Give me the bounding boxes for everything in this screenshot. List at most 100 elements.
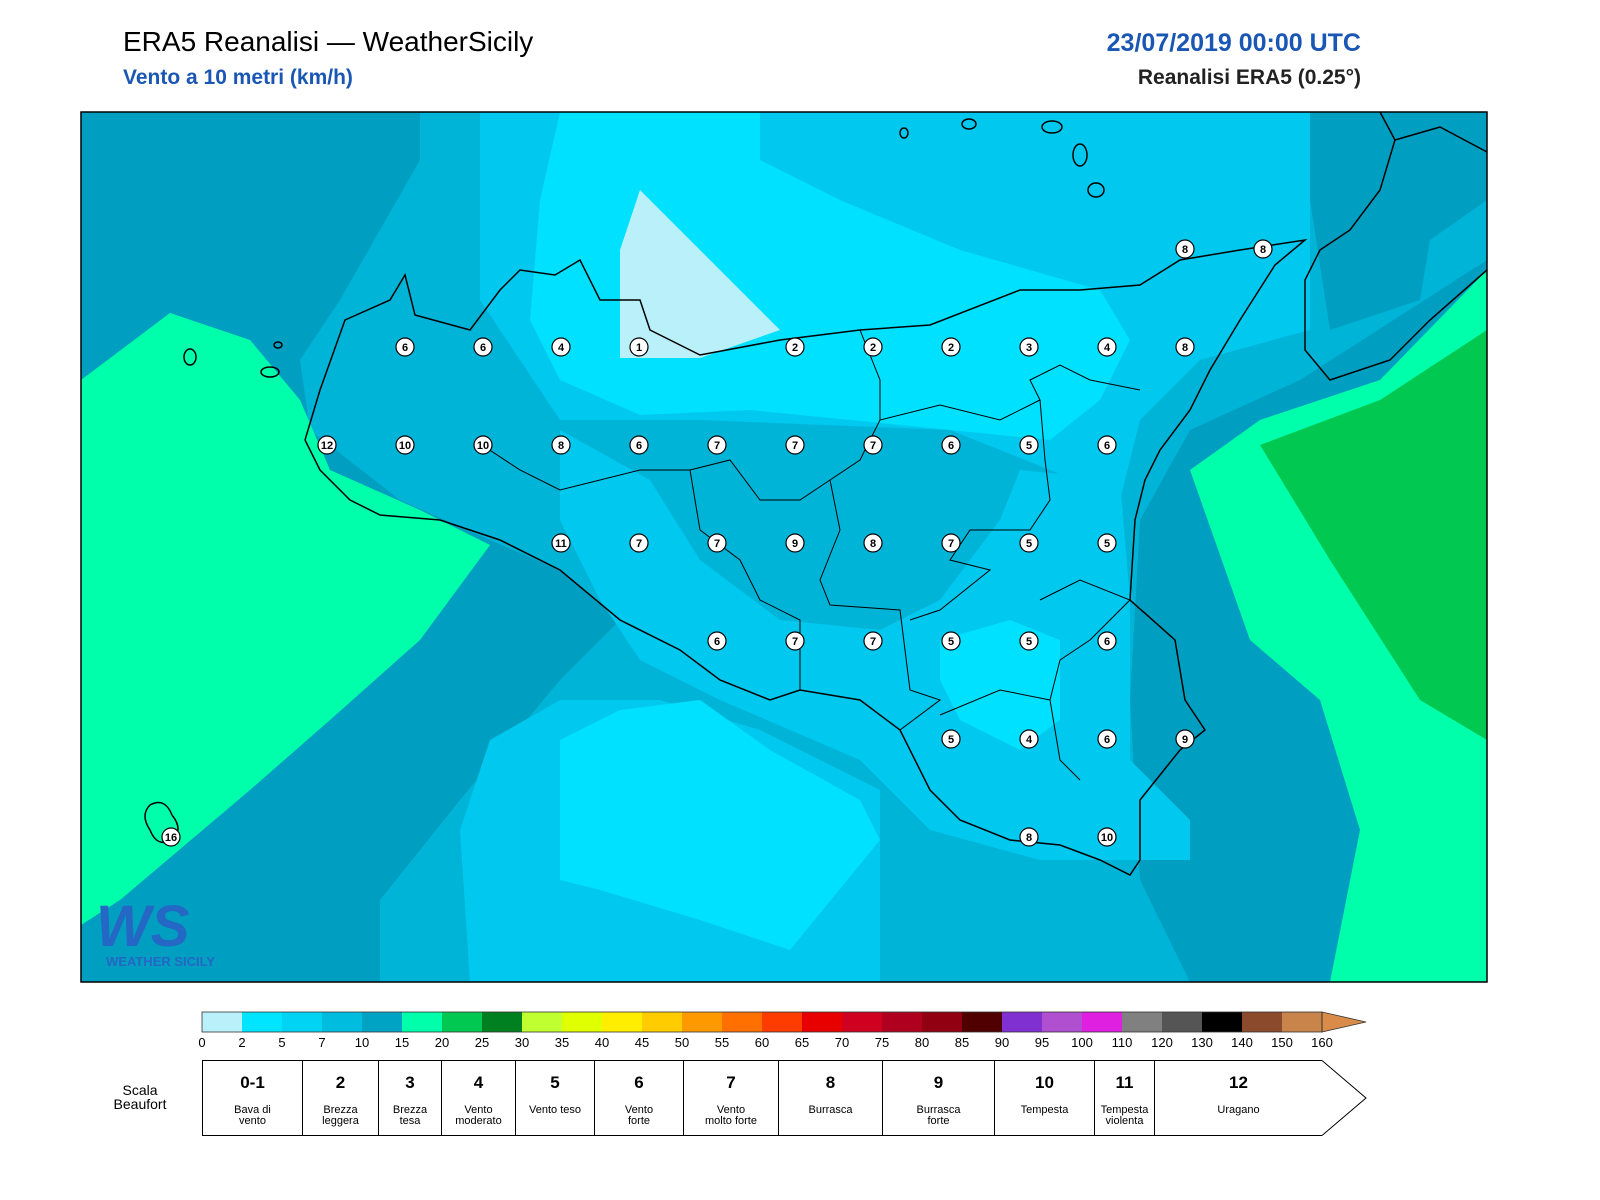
station-value: 3 bbox=[1026, 342, 1032, 354]
colorbar-cell bbox=[1282, 1012, 1322, 1032]
station-marker bbox=[629, 435, 649, 455]
station-marker bbox=[1019, 533, 1039, 553]
station-value: 4 bbox=[558, 342, 565, 354]
station-value: 9 bbox=[792, 538, 798, 550]
map-frame bbox=[80, 111, 1488, 983]
station-marker bbox=[1097, 337, 1117, 357]
station-value: 6 bbox=[480, 342, 486, 354]
colorbar-tick-label: 0 bbox=[198, 1035, 205, 1050]
beaufort-name: Uragano bbox=[1217, 1104, 1260, 1116]
station-marker bbox=[1097, 435, 1117, 455]
station-value: 6 bbox=[948, 440, 954, 452]
colorbar-extend bbox=[1321, 1011, 1367, 1033]
colorbar-cell bbox=[562, 1012, 602, 1032]
station-marker bbox=[629, 337, 649, 357]
station-marker bbox=[1097, 631, 1117, 651]
station-value: 6 bbox=[714, 636, 720, 648]
colorbar-tick-label: 20 bbox=[435, 1035, 449, 1050]
colorbar-tick-label: 50 bbox=[675, 1035, 689, 1050]
station-marker bbox=[1097, 533, 1117, 553]
colorbar-tick-label: 15 bbox=[395, 1035, 409, 1050]
station-marker bbox=[395, 435, 415, 455]
beaufort-cell: 2 Brezza leggera bbox=[302, 1060, 378, 1136]
station-marker bbox=[941, 729, 961, 749]
beaufort-force: 7 bbox=[726, 1073, 736, 1092]
station-marker bbox=[395, 337, 415, 357]
colorbar-cell bbox=[402, 1012, 442, 1032]
beaufort-force: 0-1 bbox=[240, 1073, 265, 1092]
station-value: 4 bbox=[1026, 734, 1033, 746]
beaufort-cell: 4 Vento moderato bbox=[441, 1060, 515, 1136]
colorbar-cell bbox=[1082, 1012, 1122, 1032]
beaufort-scale: 0-1 Bava di vento 2 Brezza leggera 3 Brezza t… bbox=[202, 1060, 1368, 1136]
beaufort-name: Vento forte bbox=[624, 1104, 654, 1127]
colorbar-frame bbox=[201, 1011, 1323, 1033]
station-value: 8 bbox=[1260, 244, 1266, 256]
beaufort-cell: 5 Vento teso bbox=[515, 1060, 594, 1136]
station-marker bbox=[1019, 631, 1039, 651]
station-value: 2 bbox=[792, 342, 798, 354]
beaufort-cell: 12 Uragano bbox=[1154, 1060, 1322, 1136]
station-value: 6 bbox=[1104, 636, 1110, 648]
colorbar-cell bbox=[522, 1012, 562, 1032]
station-marker bbox=[629, 533, 649, 553]
beaufort-name: Tempesta violenta bbox=[1100, 1104, 1149, 1127]
colorbar-cell bbox=[242, 1012, 282, 1032]
beaufort-name: Vento teso bbox=[529, 1104, 581, 1116]
colorbar-tick-label: 140 bbox=[1231, 1035, 1253, 1050]
colorbar-cell bbox=[322, 1012, 362, 1032]
station-value: 9 bbox=[1182, 734, 1188, 746]
colorbar-tick-label: 95 bbox=[1035, 1035, 1049, 1050]
colorbar-tick-label: 120 bbox=[1151, 1035, 1173, 1050]
station-marker bbox=[863, 337, 883, 357]
station-value: 7 bbox=[948, 538, 954, 550]
beaufort-force: 12 bbox=[1229, 1073, 1248, 1092]
station-marker bbox=[785, 435, 805, 455]
station-value: 5 bbox=[1104, 538, 1110, 550]
colorbar-tick-label: 30 bbox=[515, 1035, 529, 1050]
station-value: 10 bbox=[1101, 832, 1113, 844]
beaufort-name: Burrasca bbox=[808, 1104, 853, 1116]
station-value: 10 bbox=[477, 440, 489, 452]
colorbar-cell bbox=[682, 1012, 722, 1032]
colorbar-cell bbox=[602, 1012, 642, 1032]
station-marker bbox=[1019, 435, 1039, 455]
colorbar-cell bbox=[362, 1012, 402, 1032]
colorbar-tick-label: 25 bbox=[475, 1035, 489, 1050]
colorbar-tick-label: 40 bbox=[595, 1035, 609, 1050]
station-marker bbox=[707, 435, 727, 455]
beaufort-cell: 9 Burrasca forte bbox=[882, 1060, 994, 1136]
station-marker bbox=[785, 337, 805, 357]
station-marker bbox=[1019, 337, 1039, 357]
colorbar-tick-label: 65 bbox=[795, 1035, 809, 1050]
map: WS WEATHER SICILY 8 86 6 4 1 2 2 2 3 4 812 10 10 8 6 7 7… bbox=[80, 111, 1488, 1050]
station-value: 6 bbox=[1104, 440, 1110, 452]
station-value: 5 bbox=[1026, 538, 1032, 550]
station-marker bbox=[1019, 827, 1039, 847]
colorbar-tick-label: 150 bbox=[1271, 1035, 1293, 1050]
colorbar-tick-label: 5 bbox=[278, 1035, 285, 1050]
station-marker bbox=[1175, 729, 1195, 749]
colorbar-tick-label: 35 bbox=[555, 1035, 569, 1050]
station-marker bbox=[317, 435, 337, 455]
beaufort-arrow-outline bbox=[1322, 1060, 1367, 1136]
colorbar-cell bbox=[722, 1012, 762, 1032]
station-value: 6 bbox=[1104, 734, 1110, 746]
colorbar-cell bbox=[202, 1012, 242, 1032]
colorbar-tick-label: 60 bbox=[755, 1035, 769, 1050]
colorbar: 0 2 5 7 10 15 20 25 30 35 40 45 50 55 60 65 70 75 80 85 90 95… bbox=[198, 1011, 1367, 1050]
colorbar-cell bbox=[762, 1012, 802, 1032]
beaufort-cell: 0-1 Bava di vento bbox=[202, 1060, 302, 1136]
station-value: 5 bbox=[1026, 440, 1032, 452]
station-marker bbox=[1019, 729, 1039, 749]
station-marker bbox=[473, 435, 493, 455]
colorbar-cell bbox=[802, 1012, 842, 1032]
colorbar-cell bbox=[922, 1012, 962, 1032]
colorbar-tick-label: 75 bbox=[875, 1035, 889, 1050]
station-marker bbox=[551, 533, 571, 553]
logo-name: WEATHER SICILY bbox=[106, 954, 215, 969]
colorbar-tick-label: 55 bbox=[715, 1035, 729, 1050]
wind-field bbox=[81, 112, 1487, 982]
station-value: 2 bbox=[948, 342, 954, 354]
beaufort-force: 6 bbox=[634, 1073, 644, 1092]
